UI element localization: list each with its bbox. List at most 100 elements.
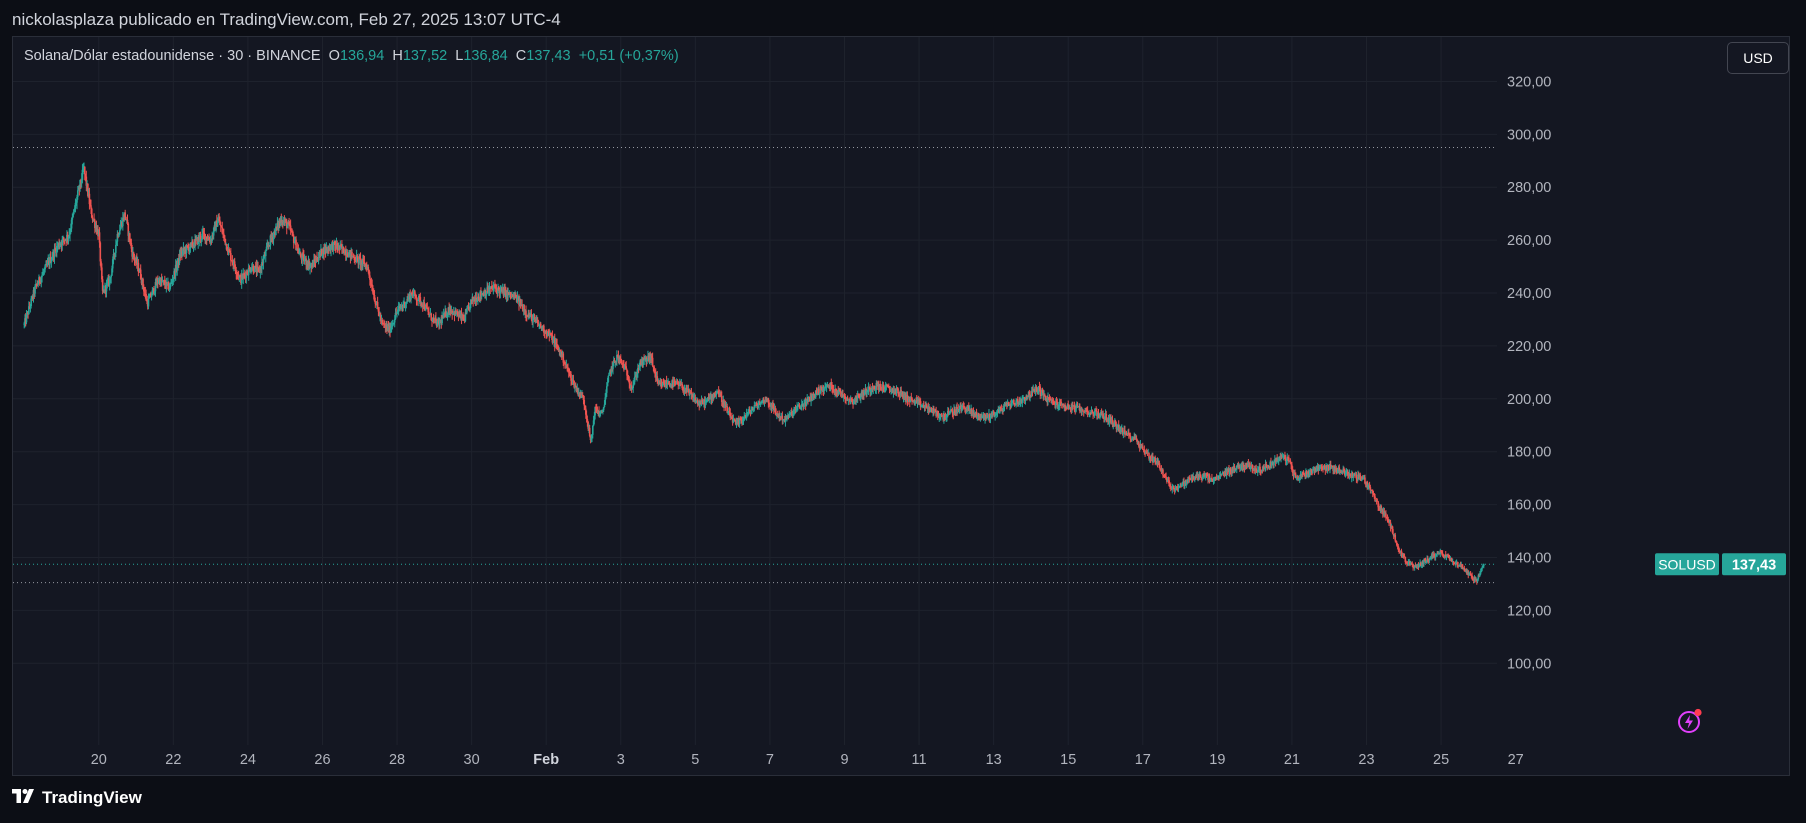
candle-body <box>396 311 398 314</box>
y-tick-label: 100,00 <box>1507 656 1551 672</box>
candle-body <box>567 371 570 373</box>
candle-body <box>1037 391 1039 393</box>
candle-body <box>595 408 598 412</box>
x-tick-label: 20 <box>91 752 107 768</box>
candle-body <box>1067 404 1070 406</box>
chart-frame[interactable] <box>12 36 1790 776</box>
candle-body <box>805 400 808 406</box>
candle-body <box>216 221 219 227</box>
candle-body <box>939 416 941 418</box>
candle-body <box>987 416 989 419</box>
candle-body <box>1276 457 1278 462</box>
candle-body <box>1281 456 1284 458</box>
candle-body <box>1448 555 1450 558</box>
candle-body <box>111 259 114 269</box>
candle-body <box>681 383 683 389</box>
candle-body <box>869 387 871 392</box>
candle-body <box>1302 473 1305 475</box>
currency-button[interactable]: USD <box>1727 42 1789 74</box>
candle-body <box>537 323 540 326</box>
candle-body <box>100 261 102 268</box>
candle-body <box>1244 465 1247 469</box>
candle-body <box>125 217 127 221</box>
candle-body <box>1058 401 1061 406</box>
candle-body <box>374 301 377 304</box>
candle-body <box>750 410 753 413</box>
candle-body <box>1209 480 1212 482</box>
brand-name: TradingView <box>42 788 142 807</box>
candle-body <box>539 323 542 328</box>
candle-body <box>1167 479 1170 481</box>
candle-body <box>606 381 609 387</box>
candle-body <box>313 259 316 262</box>
candle-body <box>863 391 866 396</box>
candle-body <box>1291 464 1293 471</box>
published-by-line: nickolasplaza publicado en TradingView.c… <box>12 10 561 29</box>
candle-body <box>499 289 502 294</box>
candle-body <box>1295 477 1298 479</box>
candle-body <box>1267 466 1270 468</box>
candle-body <box>1165 476 1167 480</box>
candle-body <box>1445 555 1448 557</box>
candle-body <box>1000 408 1003 411</box>
candle-body <box>400 306 403 308</box>
candle-body <box>1006 402 1009 406</box>
candle-body <box>1377 501 1379 508</box>
candle-body <box>950 409 952 412</box>
candle-body <box>556 344 558 347</box>
bolt-alert-icon[interactable] <box>1677 708 1703 734</box>
candle-body <box>1149 457 1152 459</box>
candle-body <box>999 407 1002 409</box>
candle-body <box>1211 477 1213 480</box>
candle-body <box>623 365 626 370</box>
x-tick-label: Feb <box>533 752 559 768</box>
candle-body <box>873 387 875 389</box>
candle-body <box>76 196 78 203</box>
candle-body <box>1049 399 1052 401</box>
candle-body <box>353 257 356 260</box>
candle-body <box>336 243 339 248</box>
tradingview-brand[interactable]: TradingView <box>12 788 142 808</box>
candle-body <box>929 408 932 413</box>
legend-high-label: H <box>392 48 403 64</box>
candle-body <box>1122 432 1125 434</box>
candle-body <box>124 212 126 218</box>
candle-body <box>851 401 854 403</box>
candle-body <box>873 387 876 389</box>
candle-body <box>371 284 373 291</box>
candle-body <box>332 242 335 251</box>
candle-body <box>706 399 708 401</box>
candle-body <box>1083 412 1086 413</box>
candle-body <box>1284 458 1287 462</box>
candle-body <box>53 248 56 258</box>
candle-body <box>1092 412 1094 415</box>
candle-body <box>428 311 430 315</box>
candle-body <box>1391 526 1393 530</box>
legend-low-label: L <box>455 48 464 64</box>
candle-body <box>795 409 798 411</box>
candle-body <box>533 316 536 320</box>
candle-body <box>370 283 373 285</box>
candle-body <box>30 298 32 306</box>
candle-body <box>1029 394 1031 397</box>
candle-body <box>530 313 533 316</box>
candle-body <box>1472 577 1474 580</box>
candle-body <box>976 415 979 417</box>
candle-body <box>760 401 763 404</box>
candle-body <box>1134 437 1136 440</box>
candle-body <box>1022 397 1024 400</box>
candle-body <box>1301 472 1303 477</box>
candle-body <box>126 219 129 224</box>
candle-body <box>428 314 431 316</box>
candle-body <box>882 384 885 391</box>
candle-body <box>704 400 707 406</box>
candle-body <box>665 380 668 386</box>
candle-body <box>620 360 623 363</box>
candle-body <box>1374 496 1376 502</box>
candle-body <box>1140 443 1143 449</box>
candle-body <box>943 414 946 418</box>
candle-body <box>1315 467 1318 471</box>
candle-body <box>825 384 828 388</box>
candle-body <box>111 268 113 276</box>
